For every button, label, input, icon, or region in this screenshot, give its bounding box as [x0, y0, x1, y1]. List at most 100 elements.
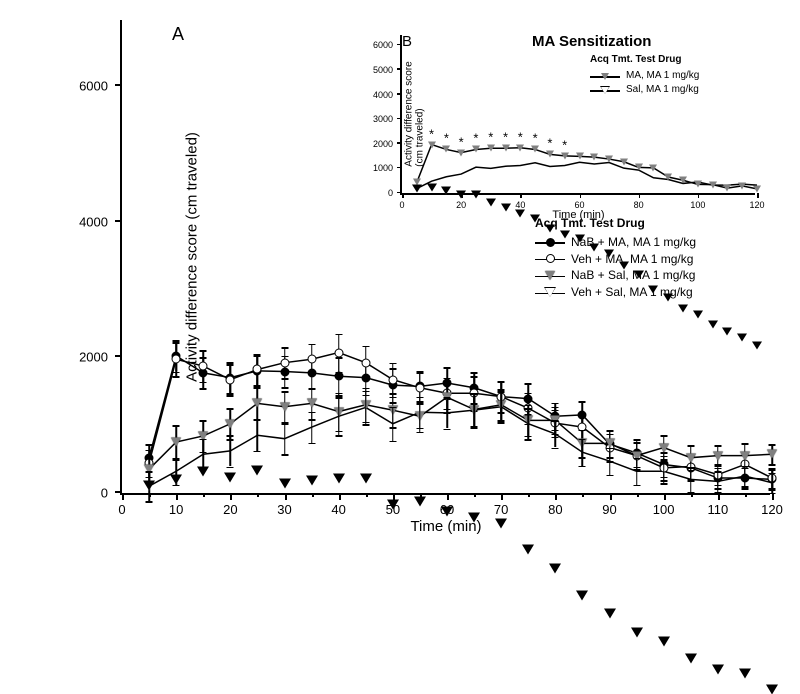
data-point — [442, 187, 450, 194]
inset-plot-area: B MA Sensitization Activity difference s… — [400, 35, 755, 195]
data-point — [428, 185, 436, 192]
legend-row: NaB + Sal, MA 1 mg/kg — [535, 267, 765, 284]
data-point — [334, 348, 343, 357]
significance-star: * — [429, 126, 434, 141]
data-point — [171, 476, 181, 485]
x-tick-label: 80 — [548, 502, 562, 517]
data-point — [171, 438, 181, 447]
data-point — [172, 355, 181, 364]
data-point — [144, 482, 154, 491]
data-point — [649, 286, 657, 293]
data-point — [457, 149, 465, 156]
legend-label: Sal, MA 1 mg/kg — [626, 83, 699, 97]
data-point — [738, 335, 746, 342]
data-point — [723, 185, 731, 192]
data-point — [415, 383, 424, 392]
main-y-axis-label: Activity difference score (cm traveled) — [183, 132, 200, 382]
data-point — [413, 185, 421, 192]
data-point — [713, 451, 723, 460]
data-point — [472, 192, 480, 199]
x-tick-label: 120 — [749, 200, 764, 210]
data-point — [632, 629, 642, 638]
data-point — [307, 477, 317, 486]
data-point — [388, 375, 397, 384]
data-point — [199, 362, 208, 371]
data-point — [457, 192, 465, 199]
legend-row: Sal, MA 1 mg/kg — [590, 83, 750, 97]
significance-star: * — [562, 137, 567, 152]
x-tick-label: 20 — [223, 502, 237, 517]
data-point — [388, 500, 398, 509]
panel-label-a: A — [172, 24, 184, 45]
data-point — [415, 498, 425, 507]
data-point — [487, 145, 495, 152]
significance-star: * — [533, 131, 538, 146]
x-tick-label: 110 — [707, 502, 728, 517]
data-point — [561, 152, 569, 159]
y-tick-label: 2000 — [79, 350, 108, 365]
data-point — [198, 468, 208, 477]
data-point — [334, 475, 344, 484]
legend-label: Veh + Sal, MA 1 mg/kg — [571, 284, 693, 301]
inset-legend-header: Acq Tmt. Test Drug — [590, 53, 750, 67]
x-tick-label: 70 — [494, 502, 508, 517]
data-point — [694, 181, 702, 188]
legend-row: MA, MA 1 mg/kg — [590, 69, 750, 83]
significance-star: * — [459, 134, 464, 149]
legend-row: Veh + MA, MA 1 mg/kg — [535, 251, 765, 268]
data-point — [664, 174, 672, 181]
x-tick-label: 100 — [653, 502, 675, 517]
data-point — [546, 151, 554, 158]
y-tick-label: 6000 — [373, 40, 393, 50]
y-tick-label: 6000 — [79, 78, 108, 93]
data-point — [664, 295, 672, 302]
data-point — [605, 610, 615, 619]
data-point — [428, 141, 436, 148]
x-tick-label: 0 — [118, 502, 125, 517]
data-point — [280, 358, 289, 367]
data-point — [361, 475, 371, 484]
data-point — [709, 322, 717, 329]
data-point — [679, 306, 687, 313]
significance-star: * — [547, 136, 552, 151]
data-point — [635, 272, 643, 279]
data-point — [635, 164, 643, 171]
significance-star: * — [488, 130, 493, 145]
data-point — [605, 250, 613, 257]
data-point — [523, 545, 533, 554]
x-tick-label: 10 — [169, 502, 183, 517]
data-point — [496, 519, 506, 528]
x-tick-label: 100 — [690, 200, 705, 210]
data-point — [740, 670, 750, 679]
x-tick-label: 80 — [634, 200, 644, 210]
data-point — [531, 215, 539, 222]
significance-star: * — [503, 130, 508, 145]
inset-y-axis-label: Activity difference score(cm traveled) — [404, 61, 426, 166]
data-point — [590, 244, 598, 251]
data-point — [659, 638, 669, 647]
data-point — [280, 479, 290, 488]
x-tick-label: 40 — [515, 200, 525, 210]
data-point — [753, 343, 761, 350]
significance-star: * — [473, 131, 478, 146]
data-point — [723, 329, 731, 336]
data-point — [225, 419, 235, 428]
y-tick-label: 4000 — [373, 90, 393, 100]
data-point — [709, 181, 717, 188]
data-point — [576, 236, 584, 243]
data-point — [649, 164, 657, 171]
data-point — [767, 685, 777, 694]
x-tick-label: 30 — [277, 502, 291, 517]
data-point — [361, 358, 370, 367]
x-tick-label: 40 — [331, 502, 345, 517]
legend-label: MA, MA 1 mg/kg — [626, 69, 699, 83]
y-tick-label: 3000 — [373, 114, 393, 124]
x-tick-label: 60 — [574, 200, 584, 210]
data-point — [502, 145, 510, 152]
data-point — [713, 666, 723, 675]
inset-x-axis-label: Time (min) — [552, 209, 604, 221]
x-tick-label: 20 — [456, 200, 466, 210]
y-tick-label: 5000 — [373, 65, 393, 75]
y-tick-label: 0 — [388, 188, 393, 198]
data-point — [280, 402, 290, 411]
